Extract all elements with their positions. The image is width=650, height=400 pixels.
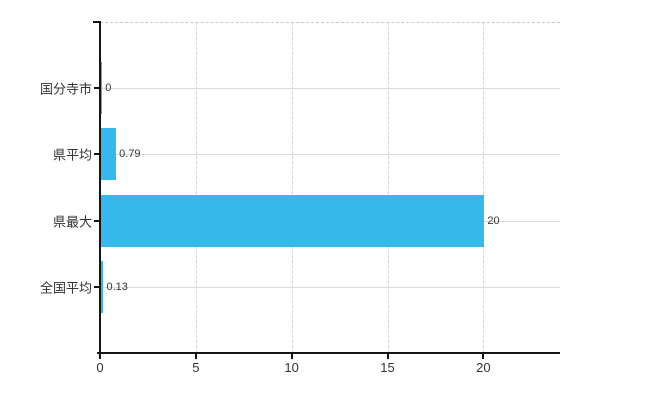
- h-gridline: [100, 88, 560, 89]
- bar: [101, 261, 104, 313]
- x-tick-mark: [482, 354, 485, 359]
- v-gridline: [291, 22, 293, 353]
- x-tick-mark: [99, 354, 101, 359]
- v-gridline: [195, 22, 197, 353]
- bar: [101, 62, 103, 114]
- category-label: 全国平均: [39, 280, 92, 296]
- y-axis-cap-tick: [93, 21, 99, 23]
- category-tick-mark: [94, 286, 100, 288]
- x-tick-label: 15: [380, 360, 395, 375]
- x-tick-mark: [194, 354, 197, 359]
- x-tick-label: 5: [192, 360, 200, 375]
- plot-top-border: [100, 22, 560, 23]
- x-tick-mark: [386, 354, 389, 359]
- category-tick-mark: [94, 220, 100, 222]
- y-axis-line: [99, 21, 101, 354]
- x-tick-label: 20: [476, 360, 491, 375]
- x-axis-line: [97, 352, 560, 354]
- category-label: 国分寺市: [39, 81, 92, 97]
- bar-value-label: 0.13: [106, 280, 128, 293]
- bar: [101, 195, 485, 247]
- x-tick-label: 10: [284, 360, 299, 375]
- bar-value-label: 0.79: [119, 148, 141, 161]
- bar-value-label: 0: [105, 82, 112, 95]
- category-tick-mark: [94, 87, 100, 89]
- category-tick-mark: [94, 153, 100, 155]
- category-label: 県最大: [52, 214, 92, 230]
- v-gridline: [483, 22, 485, 353]
- bar-value-label: 20: [487, 214, 500, 227]
- h-gridline: [100, 287, 560, 288]
- bar: [101, 128, 117, 180]
- x-tick-label: 0: [96, 360, 104, 375]
- v-gridline: [387, 22, 389, 353]
- x-tick-mark: [290, 354, 293, 359]
- h-gridline: [100, 154, 560, 155]
- category-label: 県平均: [52, 147, 92, 163]
